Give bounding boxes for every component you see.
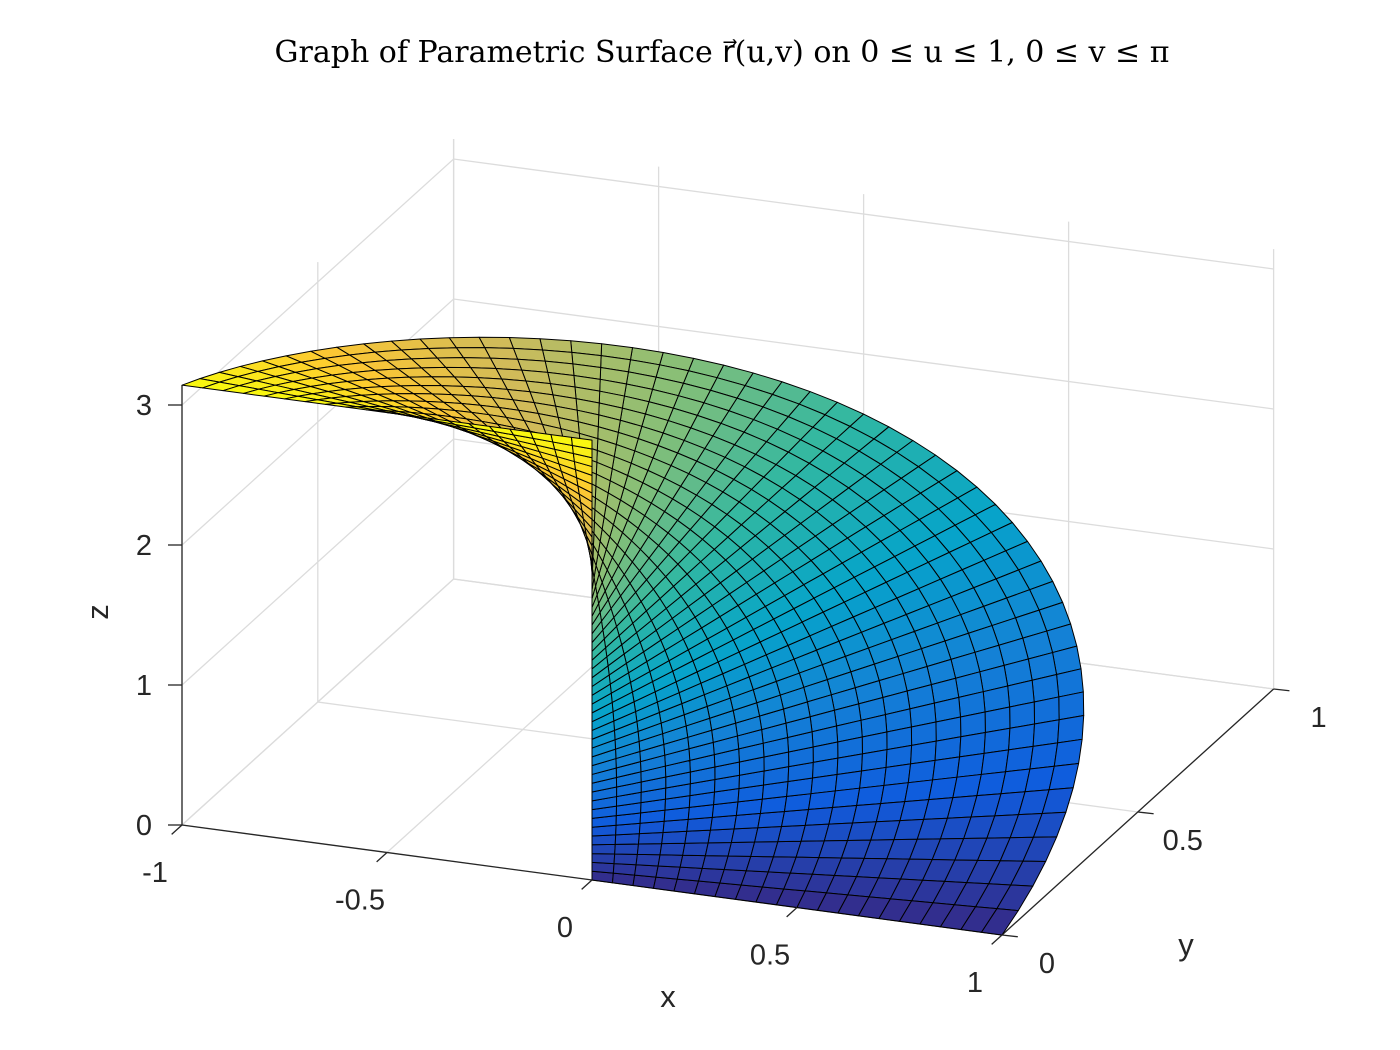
x-tick-label: 0.5: [750, 940, 790, 972]
surface-face: [659, 842, 686, 856]
surface-face: [959, 732, 986, 758]
z-tick-label: 1: [136, 670, 152, 702]
chart-title: Graph of Parametric Surface r⃗(u,v) on 0…: [275, 35, 1170, 70]
surface-face: [661, 830, 688, 845]
surface-face: [856, 784, 885, 807]
surface-face: [636, 843, 663, 856]
tick-labels: -1 -0.5 0 0.5 1 0 0.5 1 0 1 2 3: [136, 390, 1327, 999]
surface-face: [591, 853, 616, 865]
surface-face: [1057, 714, 1085, 744]
y-tick-label: 1: [1311, 702, 1327, 734]
x-tick-mark: [581, 879, 593, 890]
surface-face: [981, 908, 1019, 936]
surface-face: [635, 853, 661, 867]
y-tick-mark: [1001, 934, 1018, 938]
surface-face: [880, 782, 909, 805]
surface-face: [1058, 691, 1085, 721]
surface-face: [932, 756, 961, 781]
surface-face: [591, 861, 615, 874]
z-axis-label: z: [80, 604, 115, 620]
surface-face: [883, 763, 912, 786]
surface-face: [614, 833, 640, 845]
surface-face: [634, 864, 659, 878]
x-tick-label: 0: [557, 912, 573, 944]
surface-face: [571, 436, 593, 450]
z-tick-label: 3: [136, 390, 152, 422]
surface-mesh: [181, 336, 1085, 936]
surface-face: [781, 808, 810, 828]
x-tick-mark: [376, 852, 388, 863]
surface-face: [1053, 738, 1083, 767]
surface-face: [704, 841, 732, 857]
surface-face: [983, 727, 1011, 754]
surface-face: [859, 766, 887, 789]
y-tick-label: 0: [1039, 948, 1055, 980]
x-tick-mark: [786, 907, 798, 918]
y-axis-label: y: [1178, 927, 1194, 962]
surface-face: [1048, 762, 1080, 791]
x-tick-mark: [171, 824, 183, 835]
surface-face: [956, 752, 985, 778]
x-tick-label: 1: [967, 967, 983, 999]
surface-face: [754, 826, 783, 843]
surface-face: [804, 807, 834, 826]
surface-face: [701, 855, 729, 871]
z-tick-label: 0: [136, 810, 152, 842]
surface-face: [657, 854, 684, 868]
y-tick-mark: [1137, 811, 1154, 815]
surface-face: [1029, 742, 1059, 770]
y-tick-label: 0.5: [1163, 825, 1203, 857]
surface-face: [730, 827, 759, 843]
surface-face: [676, 866, 703, 882]
z-tick-label: 2: [136, 530, 152, 562]
x-tick-label: -1: [142, 857, 168, 889]
surface-face: [682, 842, 709, 857]
surface-face: [614, 843, 639, 855]
surface-face: [808, 790, 836, 810]
surface-face: [1005, 745, 1034, 773]
surface-face: [832, 787, 861, 809]
surface-face: [707, 828, 735, 844]
surface-face: [907, 759, 936, 784]
surface-face: [679, 854, 706, 869]
surface-face: [613, 853, 638, 866]
surface-face: [1032, 719, 1060, 747]
surface-face: [904, 779, 934, 803]
axis-labels: x y z: [80, 604, 1194, 1014]
surface-face: [727, 841, 756, 857]
surface-face: [1008, 723, 1036, 751]
x-tick-mark: [991, 934, 1003, 945]
surface-face: [612, 863, 637, 876]
surface-face: [684, 829, 711, 844]
surface-face: [655, 865, 681, 880]
surface-face: [637, 831, 664, 845]
surface-face: [757, 810, 785, 829]
y-tick-mark: [1273, 688, 1290, 692]
surface-face: [980, 749, 1010, 775]
surface-face: [591, 843, 616, 855]
x-tick-label: -0.5: [335, 885, 385, 917]
x-axis-label: x: [660, 979, 676, 1014]
